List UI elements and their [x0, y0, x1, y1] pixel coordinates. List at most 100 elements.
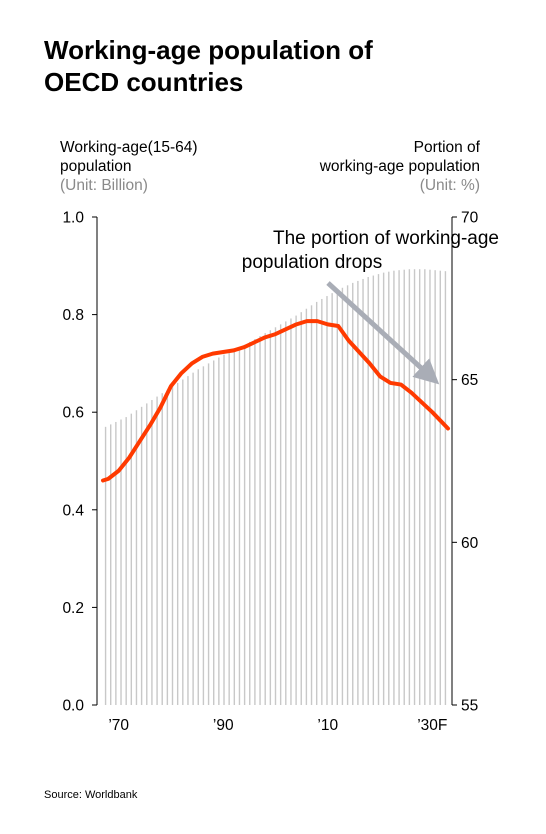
right-tick-label: 55 — [461, 698, 478, 715]
chart-title-line-2: OECD countries — [44, 67, 244, 97]
right-tick-label: 65 — [461, 372, 478, 389]
line-layer — [101, 319, 450, 483]
population-bar — [300, 312, 302, 705]
left-axis-heading: Working-age(15-64) population (Unit: Bil… — [60, 138, 198, 195]
annotation-arrow — [326, 281, 440, 385]
population-bar — [218, 357, 220, 705]
population-bar — [393, 270, 395, 705]
left-tick-label: 0.8 — [62, 307, 84, 324]
chart-title: Working-age population of OECD countries — [44, 34, 373, 98]
population-bar — [146, 403, 148, 705]
population-bar — [264, 333, 266, 705]
population-bar — [398, 270, 400, 705]
left-axis-label-line-2: population — [60, 158, 132, 175]
population-bar — [362, 278, 364, 705]
annotation-line-1: The portion of working-age — [273, 228, 499, 249]
population-bar — [357, 280, 359, 705]
population-bar — [444, 271, 447, 705]
left-tick-label: 0.4 — [62, 502, 84, 519]
right-axis-heading: Portion of working-age population (Unit:… — [320, 138, 480, 195]
right-axis-label-line-2: working-age population — [319, 158, 480, 175]
left-tick-label: 0.2 — [62, 600, 84, 617]
population-bar — [331, 293, 333, 705]
left-axis-unit: (Unit: Billion) — [60, 177, 148, 194]
x-tick-label: ’90 — [213, 717, 234, 734]
population-bar — [388, 271, 390, 705]
population-bar — [274, 327, 277, 705]
population-bar — [259, 336, 261, 705]
population-bar — [197, 369, 199, 705]
population-bar — [269, 330, 272, 705]
population-bar — [223, 354, 225, 705]
left-tick-label: 0.0 — [62, 698, 84, 715]
population-bar — [192, 372, 194, 705]
population-bar — [233, 349, 236, 705]
population-bar — [151, 400, 153, 705]
population-bar — [176, 382, 179, 705]
population-bar — [207, 363, 210, 705]
population-bar — [336, 290, 338, 705]
left-axis-label-line-1: Working-age(15-64) — [60, 139, 198, 156]
source-note: Source: Worldbank — [44, 789, 138, 801]
population-bar — [377, 274, 380, 705]
x-tick-label: ’70 — [108, 717, 129, 734]
population-bar — [171, 386, 174, 705]
population-bar — [367, 277, 369, 705]
population-bar — [249, 341, 251, 705]
population-bar — [161, 393, 163, 705]
population-bar — [279, 324, 282, 705]
population-bar — [238, 347, 241, 705]
population-bar — [424, 269, 426, 705]
x-tick-label: ’30F — [417, 717, 447, 734]
population-bar — [326, 296, 328, 705]
population-bar — [305, 308, 308, 705]
population-bar — [104, 426, 107, 705]
population-bar — [429, 269, 431, 705]
right-tick-label: 70 — [461, 210, 479, 227]
population-bar — [408, 269, 411, 705]
left-tick-label: 0.6 — [62, 405, 84, 422]
population-bar — [130, 413, 133, 705]
population-bar — [166, 389, 169, 705]
population-bar — [135, 410, 138, 705]
population-bar — [434, 270, 436, 705]
population-bar — [341, 287, 344, 705]
chart-title-line-1: Working-age population of — [44, 35, 373, 65]
population-bar — [310, 305, 313, 705]
population-bar — [156, 396, 158, 705]
annotation-line-2: population drops — [242, 252, 383, 273]
population-bar — [125, 417, 127, 705]
population-bar — [413, 269, 416, 705]
population-bar — [228, 352, 230, 705]
right-axis-label-line-1: Portion of — [413, 139, 480, 156]
population-bar — [182, 379, 184, 705]
left-tick-label: 1.0 — [62, 210, 84, 227]
population-bar — [372, 275, 375, 705]
population-bar — [243, 344, 246, 705]
population-bar — [315, 301, 318, 705]
population-bar — [295, 315, 297, 705]
population-bar — [115, 421, 117, 705]
population-bar — [254, 339, 256, 705]
bars-layer — [104, 269, 447, 705]
population-bar — [321, 298, 323, 705]
population-bar — [352, 282, 354, 705]
x-tick-label: ’10 — [317, 717, 338, 734]
portion-line — [101, 319, 450, 483]
population-bar — [346, 285, 349, 705]
population-bar — [439, 270, 441, 705]
right-axis-unit: (Unit: %) — [419, 177, 480, 194]
population-bar — [187, 376, 189, 705]
population-bar — [120, 419, 122, 705]
axes-layer: 0.0 0.2 0.4 0.6 0.8 1.0 55 60 65 70 ’70 ’90 ’10 ’30F — [62, 210, 478, 735]
population-bar — [202, 366, 205, 705]
population-bar — [110, 424, 112, 705]
population-bar — [403, 269, 405, 705]
right-tick-label: 60 — [461, 535, 479, 552]
population-bar — [285, 321, 287, 705]
population-bar — [418, 269, 421, 705]
population-bar — [140, 406, 143, 705]
population-bar — [213, 360, 215, 705]
population-bar — [382, 272, 385, 705]
